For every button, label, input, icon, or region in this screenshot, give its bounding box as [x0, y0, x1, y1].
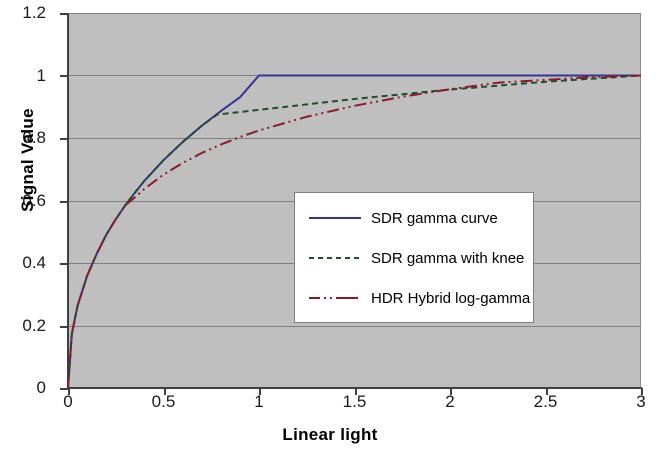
x-axis-tick-mark	[164, 388, 166, 395]
x-axis-tick-label: 1.5	[342, 392, 367, 411]
y-axis-line	[67, 13, 69, 389]
series-line-2	[67, 74, 642, 389]
y-axis-title: Signal Value	[18, 108, 37, 212]
plot-right-border	[640, 13, 641, 388]
y-axis-tick-label: 1	[36, 65, 46, 85]
legend-label-2: HDR Hybrid log-gamma	[371, 289, 531, 307]
x-axis-tick-label: 3	[636, 392, 646, 411]
gridline	[68, 138, 641, 139]
x-axis-tick-label: 2.5	[533, 392, 558, 411]
x-axis-tick-mark	[68, 388, 70, 395]
x-axis-tick-label: 1	[254, 392, 264, 411]
legend-label-0: SDR gamma curve	[371, 209, 498, 227]
x-axis-tick-label: 2	[445, 392, 455, 411]
legend: SDR gamma curve SDR gamma with knee HDR …	[294, 192, 534, 323]
dashed-line-swatch-icon	[307, 251, 363, 265]
y-axis-tick-label: 0	[36, 378, 46, 397]
gridline	[68, 326, 641, 327]
x-axis-tick-mark	[259, 388, 261, 395]
y-axis-tick-label: 0.6	[22, 190, 46, 210]
y-axis-tick-label: 0.2	[22, 315, 46, 335]
y-axis-tick-mark	[60, 326, 68, 328]
x-axis-tick-mark	[450, 388, 452, 395]
legend-item-2[interactable]: HDR Hybrid log-gamma	[295, 281, 533, 315]
x-axis-tick-mark	[546, 388, 548, 395]
y-axis-tick-label: 0.8	[22, 128, 46, 147]
x-axis-tick-mark	[355, 388, 357, 395]
dash-dot-line-swatch-icon	[307, 291, 363, 305]
y-axis-tick-mark	[60, 75, 68, 77]
x-axis-tick-label: 0	[63, 392, 73, 411]
legend-item-0[interactable]: SDR gamma curve	[295, 201, 533, 235]
y-axis-tick-mark	[60, 201, 68, 203]
y-axis-tick-label: 1.2	[22, 3, 46, 22]
solid-line-swatch-icon	[307, 211, 363, 225]
x-axis-line	[67, 387, 642, 389]
legend-label-1: SDR gamma with knee	[371, 249, 525, 267]
y-axis-tick-mark	[60, 138, 68, 140]
x-axis-tick-label: 0.5	[151, 392, 176, 411]
y-axis-tick-mark	[60, 388, 68, 390]
legend-item-1[interactable]: SDR gamma with knee	[295, 241, 533, 275]
y-axis-tick-mark	[60, 263, 68, 265]
y-axis-tick-mark	[60, 13, 68, 15]
x-axis-tick-mark	[641, 388, 643, 395]
x-axis-title: Linear light	[282, 425, 378, 444]
y-axis-tick-label: 0.4	[22, 253, 46, 272]
gridline	[68, 13, 641, 14]
